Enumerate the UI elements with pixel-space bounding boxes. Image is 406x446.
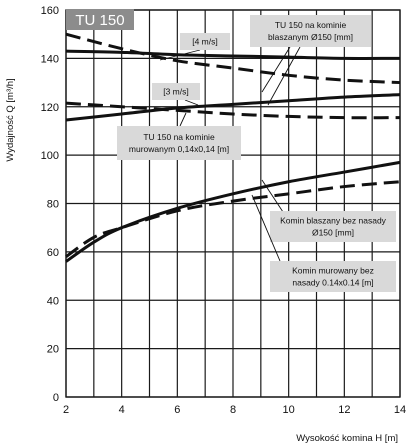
y-tick-label: 80 — [47, 199, 59, 211]
leader-line — [184, 99, 199, 106]
grid — [65, 9, 401, 398]
label-komin-murowany-text: nasady 0.14x0.14 [m] — [292, 278, 373, 288]
label-tu150-blaszany-text: blaszanym Ø150 [mm] — [268, 32, 353, 42]
x-tick-label: 14 — [394, 404, 406, 416]
label-tu150-murowany-box — [117, 126, 241, 160]
x-tick-label: 4 — [119, 404, 125, 416]
label-tu150-blaszany-box — [250, 15, 371, 47]
badge-label: TU 150 — [75, 12, 124, 29]
series-line-1 — [65, 93, 401, 122]
leader-line — [261, 179, 284, 213]
series-line-2 — [65, 101, 401, 120]
x-tick-label: 8 — [230, 404, 236, 416]
annotations: [4 m/s] [3 m/s] TU 150 na kominie blaszanym… — [117, 15, 396, 292]
x-tick-label: 6 — [174, 404, 180, 416]
leader-line — [179, 112, 187, 127]
badge: TU 150 — [66, 9, 134, 30]
leader-line — [261, 46, 291, 93]
leader-line — [267, 46, 301, 106]
label-komin-murowany-box — [270, 261, 396, 292]
y-tick-label: 20 — [47, 344, 59, 356]
y-tick-label: 120 — [41, 102, 59, 114]
y-tick-label: 0 — [53, 392, 59, 404]
x-axis-label: Wysokość komina H [m] — [296, 433, 398, 444]
label-4ms-text: [4 m/s] — [192, 37, 218, 47]
leader-line — [251, 194, 281, 262]
x-tick-label: 10 — [283, 404, 295, 416]
label-komin-blaszany-box — [270, 211, 396, 242]
label-tu150-murowany-text: TU 150 na kominie — [143, 132, 215, 142]
x-tick-label: 12 — [338, 404, 350, 416]
label-tu150-blaszany-text: TU 150 na kominie — [275, 20, 347, 30]
badge-box — [66, 9, 134, 30]
series-line-4 — [65, 32, 401, 85]
curves — [65, 32, 401, 263]
label-3ms-text: [3 m/s] — [163, 87, 189, 97]
y-tick-label: 40 — [47, 295, 59, 307]
y-axis-label: Wydajność Q [m³/h] — [5, 78, 16, 161]
y-tick-label: 60 — [47, 247, 59, 259]
y-tick-label: 140 — [41, 53, 59, 65]
label-4ms-box — [180, 33, 230, 50]
y-tick-label: 160 — [41, 5, 59, 17]
leader-line — [159, 49, 201, 61]
label-3ms-box — [152, 83, 200, 100]
label-komin-blaszany-text: Ø150 [mm] — [312, 228, 354, 238]
label-tu150-murowany-text: murowanym 0,14x0,14 [m] — [129, 144, 229, 154]
x-tick-label: 2 — [63, 404, 69, 416]
y-tick-label: 100 — [41, 150, 59, 162]
series-line-5 — [65, 160, 401, 263]
series-line-6 — [65, 180, 401, 258]
label-komin-blaszany-text: Komin blaszany bez nasady — [280, 216, 387, 226]
series-line-3 — [65, 49, 401, 60]
plot-frame — [65, 9, 401, 398]
label-komin-murowany-text: Komin murowany bez — [292, 266, 374, 276]
